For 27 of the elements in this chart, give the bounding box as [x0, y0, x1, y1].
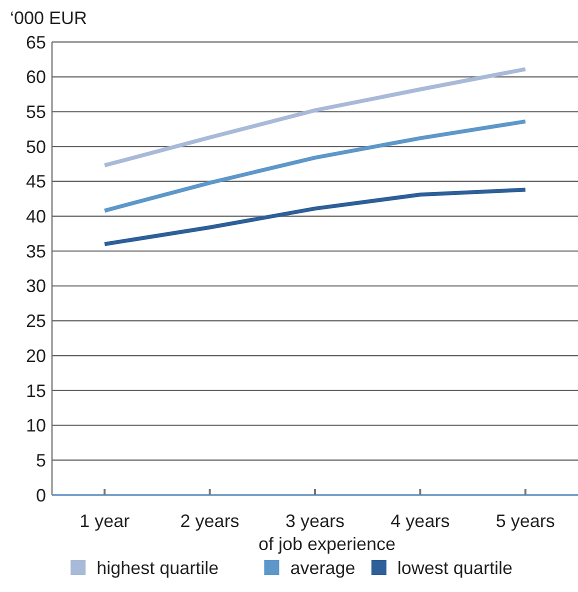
x-axis-title: of job experience: [258, 534, 396, 554]
y-tick-label: 40: [26, 206, 46, 227]
legend-label: average: [290, 558, 356, 578]
y-axis-title: ‘000 EUR: [10, 8, 88, 28]
y-tick-label: 55: [26, 102, 46, 122]
y-tick-label: 30: [26, 276, 46, 296]
y-tick-label: 10: [26, 416, 46, 436]
x-tick-label: 1 year: [80, 511, 130, 531]
y-tick-label: 45: [26, 172, 46, 192]
y-tick-label: 60: [26, 67, 46, 88]
x-tick-label: 4 years: [390, 511, 450, 531]
legend-label: lowest quartile: [397, 558, 512, 578]
y-tick-label: 15: [26, 380, 46, 401]
y-tick-label: 65: [26, 32, 46, 52]
y-tick-label: 25: [26, 311, 46, 332]
y-tick-label: 50: [26, 136, 46, 157]
legend-label: highest quartile: [96, 558, 219, 578]
y-tick-label: 5: [36, 450, 46, 470]
y-tick-label: 35: [26, 241, 46, 262]
x-tick-label: 3 years: [285, 511, 345, 531]
line-series: [102, 119, 528, 213]
line-series: [102, 67, 528, 168]
line-series: [102, 188, 528, 246]
y-tick-label: 20: [26, 346, 46, 366]
y-tick-label: 0: [36, 485, 46, 506]
x-tick-label: 2 years: [180, 511, 240, 531]
x-tick-label: 5 years: [496, 511, 555, 531]
